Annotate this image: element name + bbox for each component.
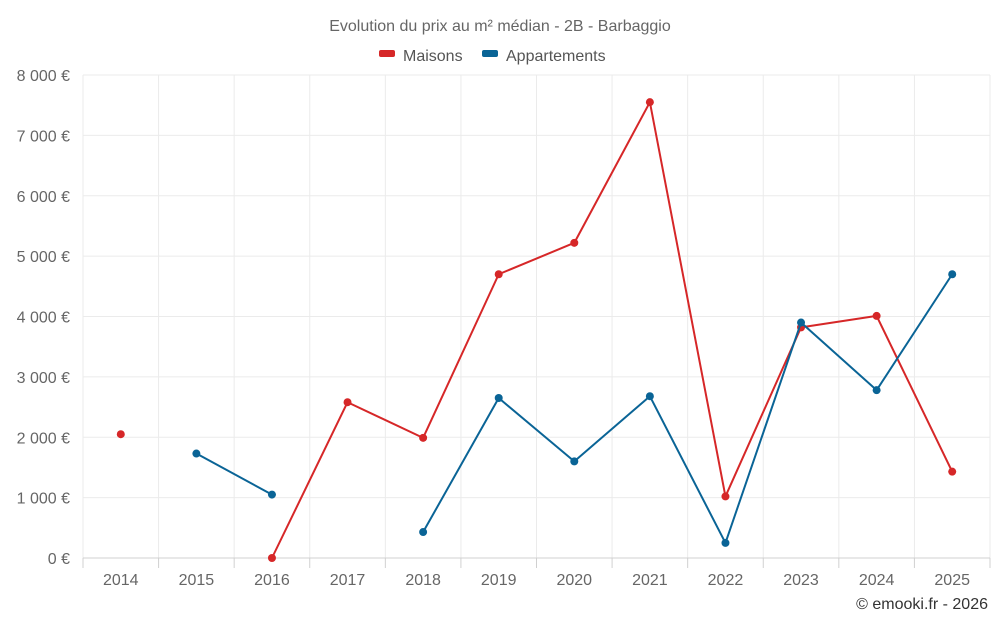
- x-tick-label: 2023: [783, 572, 819, 589]
- chart-title: Evolution du prix au m² médian - 2B - Ba…: [329, 18, 671, 35]
- y-tick-label: 8 000 €: [17, 68, 70, 85]
- data-point-maisons[interactable]: [343, 398, 352, 407]
- x-tick-label: 2018: [405, 572, 441, 589]
- x-tick-label: 2025: [934, 572, 970, 589]
- y-tick-label: 4 000 €: [17, 310, 70, 327]
- data-point-maisons[interactable]: [872, 311, 881, 320]
- x-tick-label: 2017: [330, 572, 366, 589]
- data-point-maisons[interactable]: [948, 467, 957, 476]
- legend-swatch-appartements: [482, 50, 498, 57]
- data-point-maisons[interactable]: [494, 270, 503, 279]
- y-tick-label: 5 000 €: [17, 249, 70, 266]
- legend-item-appartements[interactable]: Appartements: [482, 48, 606, 65]
- data-point-appartements[interactable]: [267, 490, 276, 499]
- series-line-appartements: [422, 273, 954, 544]
- x-tick-label: 2016: [254, 572, 290, 589]
- series-appartements: [192, 270, 957, 547]
- data-point-maisons[interactable]: [721, 492, 730, 501]
- series-line-maisons: [271, 101, 954, 559]
- credit-text: © emooki.fr - 2026: [856, 596, 988, 613]
- x-tick-label: 2024: [859, 572, 895, 589]
- x-tick-label: 2015: [179, 572, 215, 589]
- y-tick-label: 7 000 €: [17, 128, 70, 145]
- data-point-appartements[interactable]: [570, 457, 579, 466]
- x-tick-label: 2022: [708, 572, 744, 589]
- y-tick-label: 6 000 €: [17, 189, 70, 206]
- y-tick-label: 2 000 €: [17, 430, 70, 447]
- series: [116, 98, 957, 562]
- data-point-appartements[interactable]: [192, 449, 201, 458]
- grid: [82, 74, 991, 558]
- x-tick-label: 2020: [556, 572, 592, 589]
- data-point-maisons[interactable]: [116, 430, 125, 439]
- data-point-maisons[interactable]: [645, 98, 654, 107]
- data-point-appartements[interactable]: [419, 528, 428, 537]
- data-point-appartements[interactable]: [721, 538, 730, 547]
- data-point-maisons[interactable]: [419, 433, 428, 442]
- y-tick-label: 1 000 €: [17, 491, 70, 508]
- data-point-appartements[interactable]: [645, 392, 654, 401]
- data-point-appartements[interactable]: [872, 386, 881, 395]
- data-point-maisons[interactable]: [570, 238, 579, 247]
- data-point-appartements[interactable]: [797, 318, 806, 327]
- data-point-maisons[interactable]: [267, 554, 276, 562]
- x-tick-label: 2014: [103, 572, 139, 589]
- y-tick-label: 0 €: [48, 551, 70, 568]
- data-point-appartements[interactable]: [948, 270, 957, 279]
- x-tick-label: 2019: [481, 572, 517, 589]
- legend: Maisons Appartements: [379, 48, 606, 65]
- legend-label-maisons: Maisons: [403, 48, 463, 65]
- axes: 0 € 1 000 € 2 000 € 3 000 € 4 000 € 5 000 € 6 …: [17, 68, 991, 589]
- legend-swatch-maisons: [379, 50, 395, 57]
- data-point-appartements[interactable]: [494, 394, 503, 403]
- series-line-appartements: [195, 452, 273, 496]
- legend-label-appartements: Appartements: [506, 48, 606, 65]
- legend-item-maisons[interactable]: Maisons: [379, 48, 463, 65]
- y-tick-label: 3 000 €: [17, 370, 70, 387]
- x-tick-label: 2021: [632, 572, 668, 589]
